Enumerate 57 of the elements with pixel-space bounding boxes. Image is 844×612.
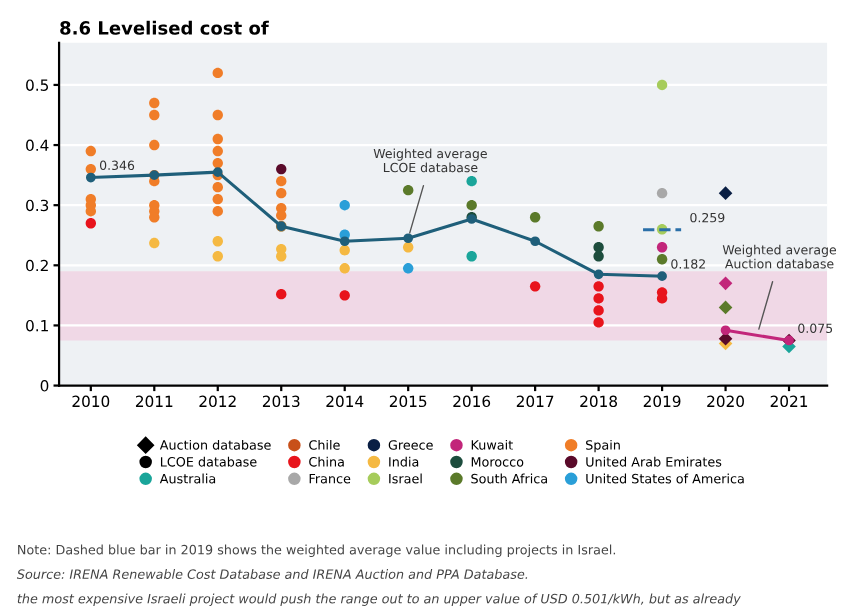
point: [593, 242, 604, 253]
point: [85, 163, 97, 175]
point: [657, 271, 667, 281]
point: [593, 269, 604, 280]
point: [339, 263, 350, 274]
point: [593, 281, 604, 292]
point: [149, 139, 160, 151]
point: [149, 97, 160, 109]
point: [466, 199, 477, 211]
point: [466, 175, 477, 187]
point: [656, 254, 668, 265]
point: [403, 233, 414, 244]
point: [85, 145, 97, 157]
point: [593, 221, 604, 232]
point: [212, 236, 223, 247]
point: [212, 67, 223, 79]
point: [593, 317, 604, 328]
point: [276, 175, 287, 187]
point: [85, 218, 97, 229]
point: [339, 236, 350, 247]
point: [276, 210, 287, 221]
point: [212, 206, 223, 217]
point: [149, 237, 160, 249]
point: [212, 193, 223, 205]
point: [339, 290, 350, 301]
point: [593, 293, 604, 304]
point: [212, 181, 223, 193]
point: [656, 187, 668, 199]
point: [402, 184, 414, 196]
point: [339, 199, 350, 211]
point: [720, 325, 731, 336]
point: [718, 186, 733, 200]
point: [529, 281, 541, 292]
point: [212, 145, 223, 157]
point: [276, 288, 287, 300]
point: [402, 242, 414, 253]
point: [593, 251, 604, 262]
point: [212, 133, 223, 145]
point: [212, 109, 223, 121]
point: [212, 157, 223, 169]
chart-title: 8.6 Levelised cost of: [60, 20, 269, 35]
point: [276, 187, 287, 199]
point: [85, 172, 96, 183]
point: [718, 276, 733, 291]
point: [656, 242, 668, 253]
point: [276, 251, 287, 262]
point: [593, 305, 604, 316]
point: [212, 251, 223, 262]
point: [718, 300, 733, 315]
point: [466, 251, 477, 262]
point: [339, 245, 350, 256]
point: [402, 263, 414, 274]
point: [529, 212, 541, 223]
point: [149, 109, 160, 121]
point: [530, 236, 540, 247]
point: [276, 163, 287, 175]
point: [656, 79, 668, 91]
